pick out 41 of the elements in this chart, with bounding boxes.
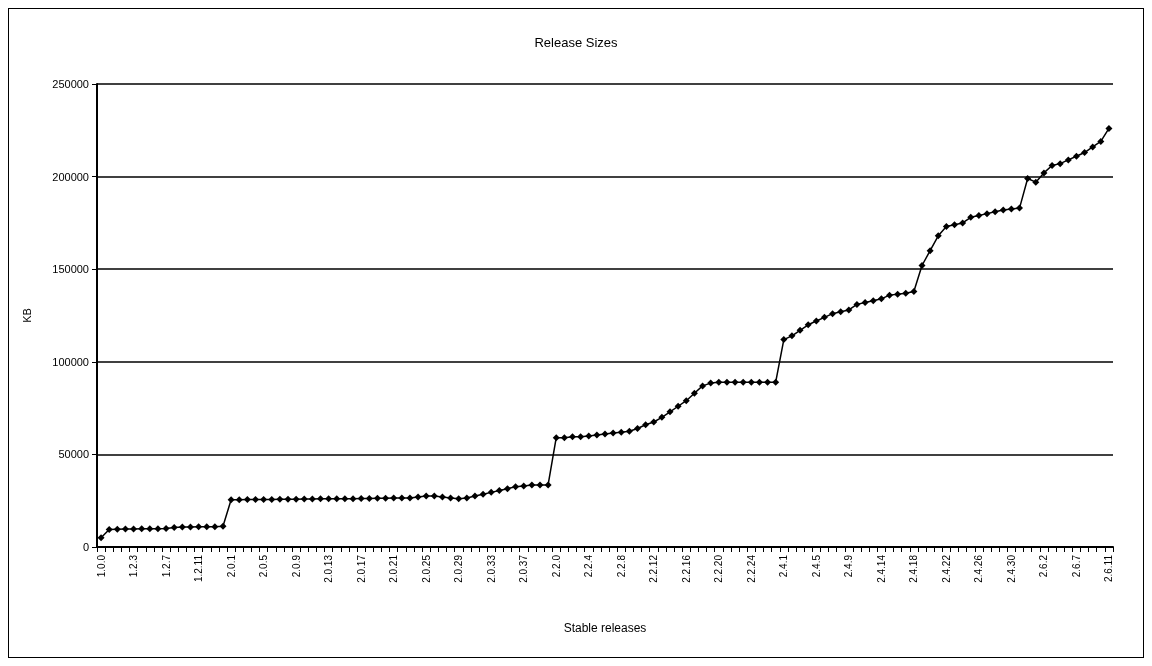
- x-tick-label: 2.2.16: [680, 554, 692, 583]
- x-tick-label: 2.4.18: [908, 554, 920, 583]
- y-tick-label: 250000: [52, 78, 89, 90]
- x-tick-label: 2.4.5: [810, 554, 822, 578]
- x-tick-label: 2.0.29: [453, 554, 465, 583]
- x-tick-label: 2.4.1: [778, 554, 790, 578]
- y-tick-label: 100000: [52, 355, 89, 368]
- x-tick-label: 2.0.5: [258, 554, 270, 578]
- x-tick-label: 2.2.4: [583, 554, 595, 578]
- x-tick-label: 2.0.13: [323, 554, 335, 583]
- x-tick-label: 2.0.21: [388, 554, 400, 583]
- x-tick-label: 2.2.8: [615, 554, 627, 578]
- x-tick-label: 2.0.1: [225, 554, 237, 578]
- x-tick-label: 2.6.7: [1070, 554, 1082, 578]
- y-axis-title: KB: [20, 308, 33, 323]
- x-tick-label: 1.2.3: [128, 554, 140, 578]
- y-tick-label: 200000: [52, 170, 89, 183]
- x-tick-label: 2.4.30: [1005, 554, 1017, 583]
- x-tick-label: 2.4.14: [875, 554, 887, 583]
- y-tick-label: 50000: [58, 448, 89, 461]
- x-tick-label: 2.0.9: [290, 554, 302, 578]
- x-tick-label: 1.0.0: [95, 554, 107, 578]
- x-tick-label: 2.4.26: [973, 554, 985, 583]
- x-tick-label: 2.2.12: [648, 554, 660, 583]
- x-tick-label: 1.2.11: [193, 554, 205, 583]
- x-tick-label: 2.0.37: [518, 554, 530, 583]
- x-tick-label: 2.6.11: [1103, 554, 1115, 583]
- chart-title: Release Sizes: [534, 35, 619, 50]
- x-tick-label: 2.2.24: [745, 554, 757, 583]
- x-tick-label: 2.0.33: [485, 554, 497, 583]
- x-tick-label: 2.4.9: [843, 554, 855, 578]
- x-tick-label: 2.0.25: [420, 554, 432, 583]
- y-tick-label: 150000: [52, 263, 89, 276]
- x-axis-title: Stable releases: [563, 621, 647, 635]
- x-tick-label: 2.2.0: [550, 554, 562, 578]
- x-tick-label: 2.6.2: [1038, 554, 1050, 578]
- x-tick-label: 1.2.7: [160, 554, 172, 578]
- x-tick-label: 2.4.22: [940, 554, 952, 583]
- x-tick-label: 2.2.20: [713, 554, 725, 583]
- x-tick-label: 2.0.17: [355, 554, 367, 583]
- y-tick-label: 0: [82, 541, 89, 553]
